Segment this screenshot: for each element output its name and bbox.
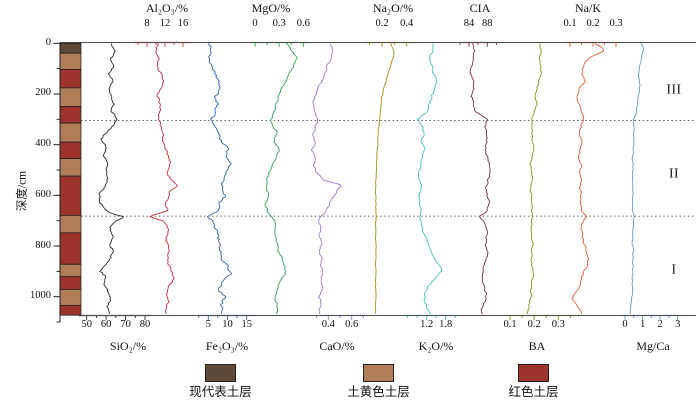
axis-title-CaO: CaO/%	[319, 338, 355, 353]
axis-title-MgO: MgO/%	[251, 1, 291, 15]
tick-label-K2O: 1.2	[420, 318, 434, 330]
tick-label-BA: 0.1	[503, 318, 517, 330]
depth-tick-label: 600	[35, 188, 51, 200]
tick-label-NaK: 0.3	[609, 17, 623, 29]
strat-layer-red	[59, 232, 82, 265]
tick-label-SiO2: 60	[100, 318, 112, 330]
strat-layer-yellow	[59, 263, 82, 278]
depth-tick-label: 200	[35, 87, 51, 99]
tick-label-MgCa: 0	[622, 318, 628, 330]
depth-axis-title: 深度/cm	[16, 170, 29, 212]
series-Al2O3-curve	[149, 43, 178, 315]
tick-label-SiO2: 80	[139, 318, 151, 330]
series-MgCa-curve	[629, 43, 645, 314]
depth-tick-label: 400	[35, 138, 51, 150]
series-BA-curve	[526, 43, 543, 314]
strat-layer-yellow	[59, 122, 82, 143]
legend-label-modern: 现代表土层	[189, 385, 252, 399]
tick-label-CIA: 84	[463, 17, 475, 29]
tick-label-NaK: 0.1	[563, 17, 577, 29]
tick-label-MgO: 0.6	[296, 17, 310, 29]
strat-layer-red	[59, 304, 82, 316]
tick-label-Fe2O3: 10	[222, 318, 233, 330]
legend-label-red: 红色土层	[508, 385, 559, 399]
legend-swatch-yellow	[363, 364, 394, 382]
strat-layer-modern	[59, 42, 82, 54]
strat-layer-red	[59, 276, 82, 290]
axis-title-Fe2O3: Fe₂O₃/%	[205, 338, 249, 353]
axis-title-Al2O3: Al₂O₃/%	[145, 1, 189, 15]
series-NaK-curve	[571, 42, 605, 314]
axis-title-NaK: Na/K	[575, 1, 601, 15]
zone-label-ii: II	[669, 165, 679, 181]
legend-swatch-red	[518, 364, 549, 382]
tick-label-MgO: 0	[252, 17, 258, 29]
legend-swatch-modern	[205, 364, 236, 382]
series-Fe2O3-curve	[207, 43, 232, 315]
tick-label-BA: 0.2	[527, 318, 541, 330]
tick-label-Al2O3: 8	[144, 17, 150, 29]
tick-label-Na2O: 0.4	[400, 17, 414, 29]
tick-label-MgCa: 2	[657, 318, 663, 330]
tick-label-Fe2O3: 15	[241, 318, 252, 330]
axis-title-CIA: CIA	[469, 1, 491, 15]
tick-label-BA: 0.3	[551, 318, 565, 330]
axis-title-BA: BA	[528, 338, 546, 353]
tick-label-CIA: 88	[482, 17, 493, 29]
series-Na2O-curve	[374, 43, 395, 314]
tick-label-Al2O3: 12	[159, 17, 171, 29]
tick-label-K2O: 1.8	[439, 318, 453, 330]
tick-label-MgO: 0.3	[272, 17, 286, 29]
series-CaO-curve	[310, 43, 342, 314]
strat-layer-red	[59, 141, 82, 159]
depth-tick-label: 0	[45, 36, 51, 48]
strat-layer-yellow	[59, 52, 82, 70]
depth-tick-label: 800	[35, 239, 51, 251]
series-MgO-curve	[264, 42, 298, 314]
legend-label-yellow: 土黄色土层	[347, 385, 410, 399]
strat-layer-yellow	[59, 158, 82, 177]
strat-layer-yellow	[59, 289, 82, 306]
tick-label-SiO2: 50	[81, 318, 92, 330]
tick-label-SiO2: 70	[120, 318, 131, 330]
tick-label-CaO: 0.6	[345, 318, 359, 330]
tick-label-NaK: 0.2	[586, 17, 600, 29]
strat-layer-yellow	[59, 87, 82, 107]
strat-layer-red	[59, 69, 82, 89]
axis-title-Na2O: Na₂O/%	[372, 1, 414, 15]
strat-layer-yellow	[59, 215, 82, 234]
axis-title-K2O: K₂O/%	[418, 338, 454, 353]
tick-label-MgCa: 1	[639, 318, 646, 330]
depth-tick-label: 1000	[30, 290, 51, 302]
zone-label-iii: III	[666, 81, 682, 97]
zone-label-i: I	[671, 261, 677, 277]
tick-label-Al2O3: 16	[177, 17, 189, 29]
strat-layer-red	[59, 106, 82, 124]
tick-label-MgCa: 3	[675, 318, 681, 330]
tick-label-Na2O: 0.2	[375, 17, 389, 29]
series-CIA-curve	[469, 43, 491, 315]
series-K2O-curve	[416, 43, 442, 315]
strat-layer-red	[59, 175, 82, 216]
tick-label-CaO: 0.4	[321, 318, 335, 330]
series-SiO2-curve	[98, 43, 124, 315]
tick-label-Fe2O3: 5	[205, 318, 211, 330]
axis-title-MgCa: Mg/Ca	[636, 338, 670, 353]
axis-title-SiO2: SiO₂/%	[109, 338, 147, 353]
